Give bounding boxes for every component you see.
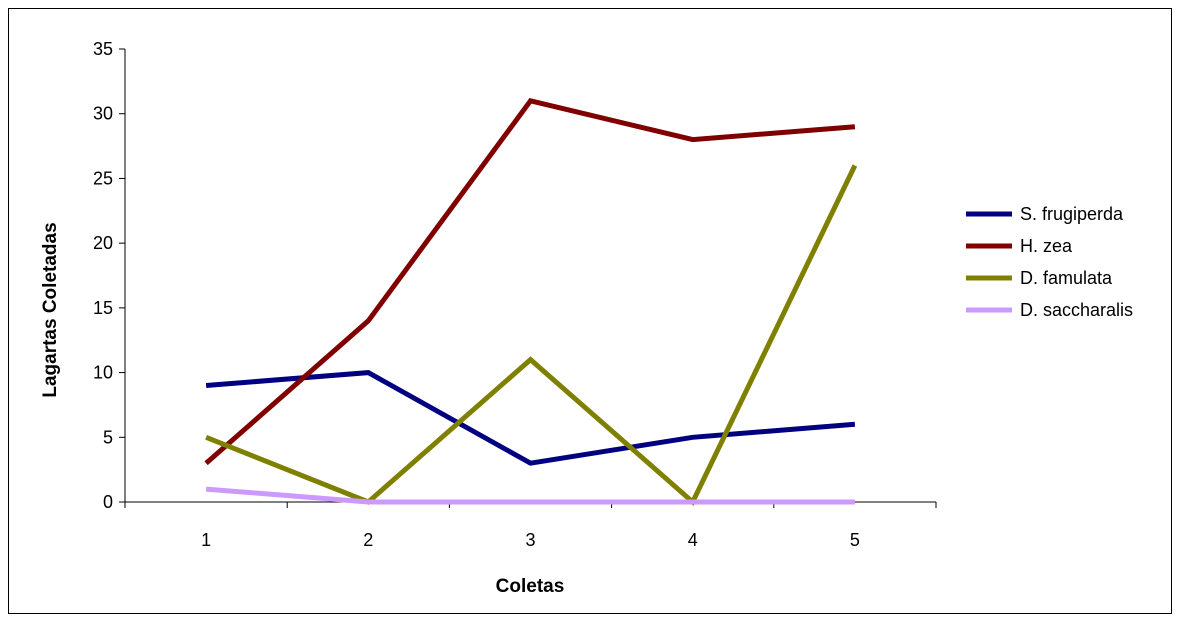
x-tick-label: 5 [850, 530, 860, 550]
y-tick-label: 15 [93, 298, 113, 318]
series-line-1 [204, 97, 856, 466]
series-line-0 [205, 370, 856, 466]
y-tick-label: 20 [93, 233, 113, 253]
legend-label: S. frugiperda [1020, 204, 1124, 224]
legend: S. frugiperda H. zea D. famulata D. sacchar… [966, 204, 1133, 320]
y-ticks: 0 5 10 15 20 25 30 35 [93, 39, 125, 512]
y-axis-title: Lagartas Coletadas [40, 222, 61, 397]
x-tick-label: 3 [525, 530, 535, 550]
x-ticks: 1 2 3 4 5 [124, 502, 937, 550]
y-tick-label: 25 [93, 168, 113, 188]
y-tick-label: 35 [93, 39, 113, 59]
series-lines [204, 97, 858, 507]
legend-label: H. zea [1020, 236, 1073, 256]
x-axis-title: Coletas [496, 576, 565, 597]
series-line-2 [205, 164, 858, 507]
series-line-3 [205, 486, 855, 505]
y-tick-label: 10 [93, 363, 113, 383]
x-tick-label: 2 [363, 530, 373, 550]
legend-label: D. saccharalis [1020, 300, 1133, 320]
x-tick-label: 1 [201, 530, 211, 550]
x-tick-label: 4 [688, 530, 698, 550]
y-tick-label: 0 [103, 492, 113, 512]
y-tick-label: 30 [93, 104, 113, 124]
y-tick-label: 5 [103, 427, 113, 447]
legend-label: D. famulata [1020, 268, 1113, 288]
axes [124, 49, 936, 503]
